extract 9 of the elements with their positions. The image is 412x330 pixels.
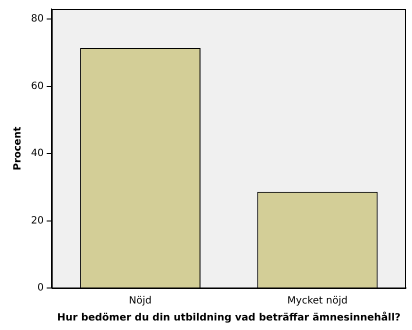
x-tick-label: Nöjd xyxy=(128,296,152,307)
y-axis-title: Procent xyxy=(12,126,24,170)
y-tick-label: 40 xyxy=(30,148,44,160)
y-tick-label: 60 xyxy=(30,80,44,92)
x-tick-label: Mycket nöjd xyxy=(287,296,348,307)
y-tick-label: 20 xyxy=(30,215,44,226)
y-tick-label: 0 xyxy=(37,282,44,294)
y-tick-label: 80 xyxy=(30,14,44,25)
x-axis-title: Hur bedömer du din utbildning vad beträffar ämnesinnehåll? xyxy=(57,312,401,324)
